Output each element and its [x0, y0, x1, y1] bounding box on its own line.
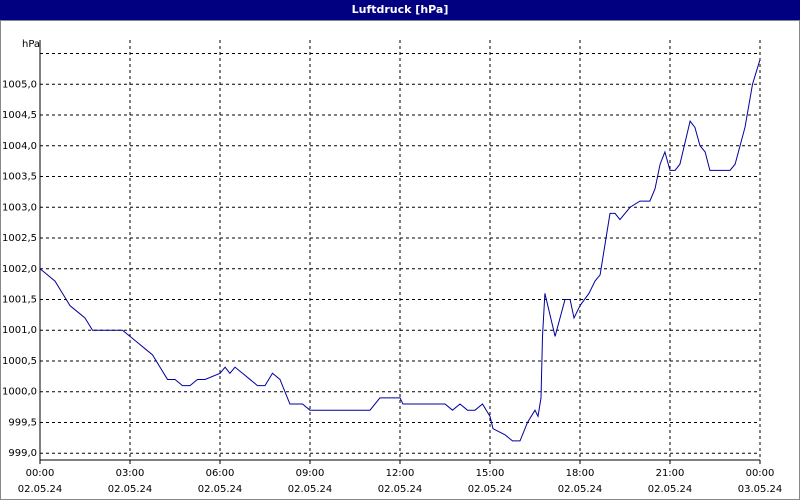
title-bar [0, 0, 800, 20]
x-tick-label: 06:00 [206, 468, 235, 479]
data-line [39, 59, 761, 442]
x-tick-label: 00:00 [26, 468, 55, 479]
frame [0, 20, 800, 500]
x-tick-label: 03:00 [116, 468, 145, 479]
y-tick-label: 1003,0 [2, 202, 37, 213]
x-tick-date: 02.05.24 [378, 484, 423, 495]
x-tick-label: 18:00 [566, 468, 595, 479]
x-tick-date: 03.05.24 [738, 484, 783, 495]
x-tick-label: 09:00 [296, 468, 325, 479]
y-tick-label: 999,5 [8, 417, 37, 428]
x-tick-date: 02.05.24 [198, 484, 243, 495]
x-tick-label: 15:00 [476, 468, 505, 479]
y-tick-label: 1004,0 [2, 141, 37, 152]
x-tick-date: 02.05.24 [648, 484, 693, 495]
y-unit: hPa [22, 39, 40, 50]
x-tick-date: 02.05.24 [108, 484, 153, 495]
x-tick-date: 02.05.24 [288, 484, 333, 495]
y-tick-label: 1002,5 [2, 233, 37, 244]
y-tick-label: 1000,5 [2, 356, 37, 367]
x-tick-date: 02.05.24 [468, 484, 513, 495]
y-tick-label: 1003,5 [2, 172, 37, 183]
chart-title: Luftdruck [hPa] [352, 3, 449, 16]
x-tick-label: 12:00 [386, 468, 415, 479]
x-tick-date: 02.05.24 [18, 484, 63, 495]
y-tick-label: 1004,5 [2, 110, 37, 121]
y-tick-label: 1001,0 [2, 325, 37, 336]
x-tick-label: 00:00 [746, 468, 775, 479]
x-tick-date: 02.05.24 [558, 484, 603, 495]
y-tick-label: 1001,5 [2, 295, 37, 306]
y-tick-label: 1005,0 [2, 79, 37, 90]
x-tick-label: 21:00 [656, 468, 685, 479]
y-tick-label: 1002,0 [2, 264, 37, 275]
y-tick-label: 1000,0 [2, 387, 37, 398]
y-tick-label: 999,0 [8, 448, 37, 459]
